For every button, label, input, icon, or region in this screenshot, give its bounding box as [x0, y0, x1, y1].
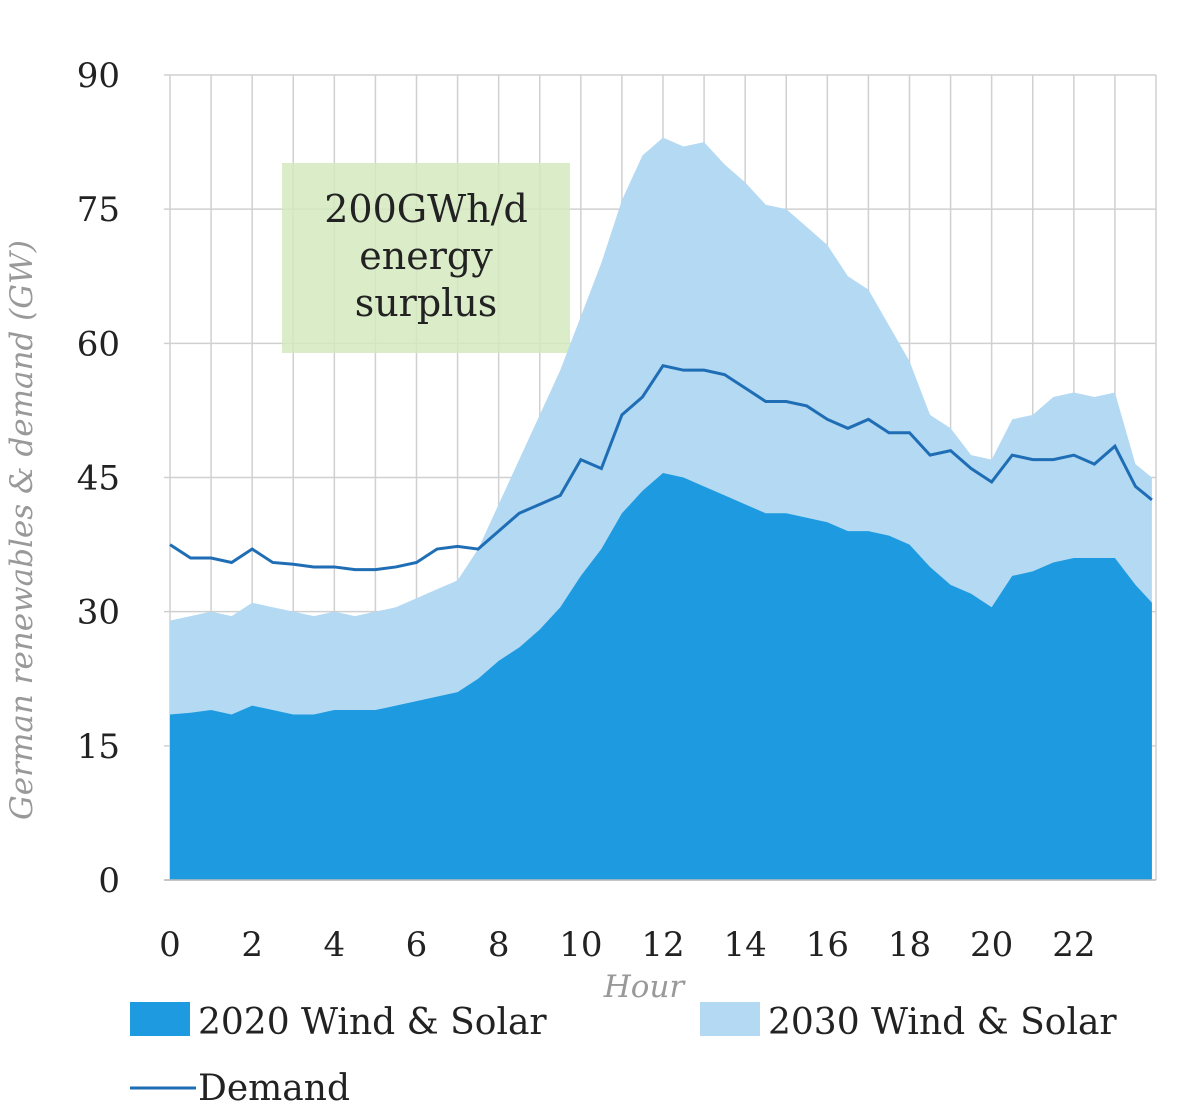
x-tick-label: 6: [406, 925, 428, 965]
x-tick-label: 8: [488, 925, 510, 965]
annotation-box: [282, 163, 570, 353]
x-tick-label: 20: [970, 925, 1013, 965]
annotation-text: 200GWh/d: [324, 187, 528, 231]
legend-label: Demand: [198, 1068, 350, 1109]
line: [169, 364, 1153, 572]
annotation-text: surplus: [355, 281, 498, 325]
y-tick-label: 60: [77, 324, 120, 364]
legend-swatch: [130, 1002, 190, 1036]
x-tick-label: 14: [724, 925, 767, 965]
y-tick-label: 45: [77, 459, 120, 499]
y-tick-label: 75: [77, 190, 120, 230]
x-tick-label: 2: [241, 925, 263, 965]
legend-label: 2030 Wind & Solar: [768, 1002, 1117, 1043]
legend: 2030 Wind & Solar 2020 Wind & Solar Demand: [130, 1002, 1117, 1109]
x-tick-label: 0: [159, 925, 181, 965]
y-tick-label: 90: [77, 56, 120, 96]
x-tick-label: 22: [1052, 925, 1095, 965]
legend-swatch: [700, 1002, 760, 1036]
x-tick-label: 10: [559, 925, 602, 965]
x-axis-label: Hour: [603, 969, 687, 1005]
x-tick-label: 4: [324, 925, 346, 965]
x-tick-label: 12: [641, 925, 684, 965]
area: [170, 473, 1152, 880]
x-tick-label: 16: [806, 925, 849, 965]
y-tick-label: 0: [98, 861, 120, 901]
x-tick-label: 18: [888, 925, 931, 965]
y-axis-label: German renewables & demand (GW): [4, 240, 40, 820]
legend-label: 2020 Wind & Solar: [198, 1002, 547, 1043]
y-tick-label: 15: [77, 727, 120, 767]
annotation-text: energy: [359, 234, 493, 278]
y-tick-label: 30: [77, 593, 120, 633]
